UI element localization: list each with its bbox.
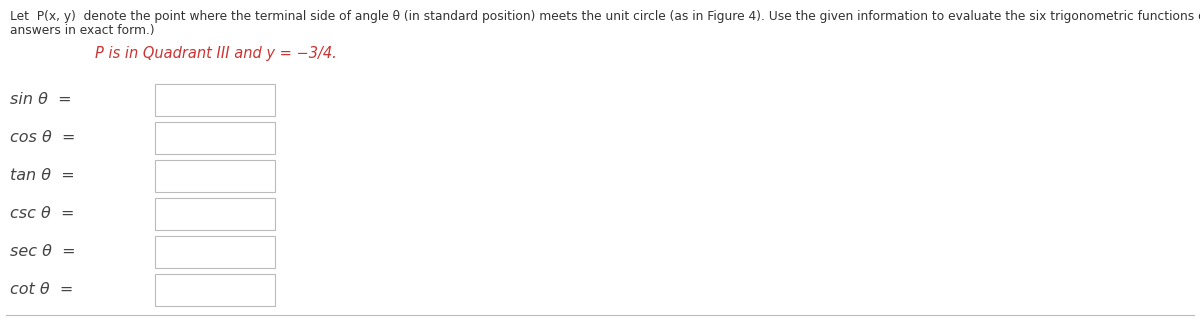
FancyBboxPatch shape	[155, 236, 275, 268]
Text: sec θ  =: sec θ =	[10, 244, 76, 259]
Text: answers in exact form.): answers in exact form.)	[10, 24, 155, 37]
FancyBboxPatch shape	[155, 274, 275, 306]
Text: P is in Quadrant III and y = −3/4.: P is in Quadrant III and y = −3/4.	[95, 46, 337, 61]
FancyBboxPatch shape	[155, 198, 275, 230]
Text: tan θ  =: tan θ =	[10, 168, 74, 183]
FancyBboxPatch shape	[155, 84, 275, 116]
FancyBboxPatch shape	[155, 160, 275, 192]
Text: sin θ  =: sin θ =	[10, 93, 72, 108]
Text: Let  P(x, y)  denote the point where the terminal side of angle θ (in standard p: Let P(x, y) denote the point where the t…	[10, 10, 1200, 23]
Text: cos θ  =: cos θ =	[10, 130, 76, 145]
FancyBboxPatch shape	[155, 122, 275, 154]
Text: cot θ  =: cot θ =	[10, 283, 73, 298]
Text: csc θ  =: csc θ =	[10, 206, 74, 221]
